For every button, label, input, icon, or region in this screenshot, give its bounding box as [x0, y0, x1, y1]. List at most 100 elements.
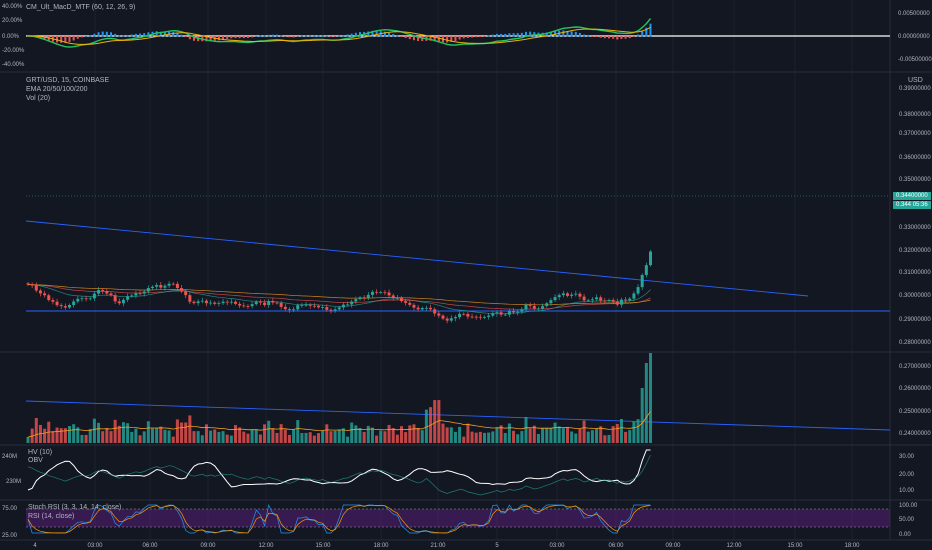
candle[interactable]	[582, 296, 586, 301]
candle[interactable]	[404, 301, 408, 303]
candle[interactable]	[391, 295, 395, 298]
volume-bar[interactable]	[375, 435, 379, 443]
candle[interactable]	[495, 312, 499, 314]
candle[interactable]	[574, 293, 578, 295]
volume-bar[interactable]	[34, 418, 38, 443]
candle[interactable]	[516, 311, 520, 313]
volume-bar[interactable]	[308, 432, 312, 443]
volume-bar[interactable]	[105, 428, 109, 443]
candle[interactable]	[420, 308, 424, 310]
volume-bar[interactable]	[424, 409, 428, 443]
candle[interactable]	[387, 292, 391, 296]
candle[interactable]	[213, 302, 217, 304]
volume-bar[interactable]	[499, 425, 503, 443]
candle[interactable]	[105, 291, 109, 294]
candle[interactable]	[250, 304, 254, 307]
volume-bar[interactable]	[624, 431, 628, 443]
candle[interactable]	[341, 304, 345, 308]
volume-bar[interactable]	[644, 363, 648, 443]
candle[interactable]	[470, 316, 474, 318]
candle[interactable]	[146, 288, 150, 292]
candle[interactable]	[644, 265, 648, 275]
candle[interactable]	[549, 300, 553, 304]
candle[interactable]	[366, 294, 370, 299]
volume-bar[interactable]	[582, 420, 586, 444]
candle[interactable]	[155, 285, 159, 287]
volume-bar[interactable]	[204, 424, 208, 443]
volume-bar[interactable]	[536, 434, 540, 443]
volume-bar[interactable]	[346, 436, 350, 443]
volume-bar[interactable]	[341, 428, 345, 443]
volume-bar[interactable]	[433, 400, 437, 443]
candle[interactable]	[333, 309, 337, 311]
candle[interactable]	[441, 315, 445, 319]
volume-bar[interactable]	[146, 421, 150, 443]
candle[interactable]	[34, 285, 38, 291]
candle[interactable]	[553, 297, 557, 301]
volume-bar[interactable]	[242, 431, 246, 443]
volume-bar[interactable]	[258, 434, 262, 443]
candle[interactable]	[72, 301, 76, 306]
volume-bar[interactable]	[325, 424, 329, 443]
ema-label[interactable]: EMA 20/50/100/200	[26, 86, 88, 93]
candle[interactable]	[499, 312, 503, 315]
volume-bar[interactable]	[271, 428, 275, 443]
candle[interactable]	[536, 308, 540, 310]
rsi-label[interactable]: RSI (14, close)	[28, 513, 75, 520]
candle[interactable]	[628, 298, 632, 301]
candle[interactable]	[607, 300, 611, 301]
candle[interactable]	[437, 313, 441, 316]
volume-bar[interactable]	[142, 431, 146, 443]
volume-bar[interactable]	[279, 424, 283, 443]
candle[interactable]	[636, 287, 640, 294]
volume-bar[interactable]	[611, 426, 615, 443]
candle[interactable]	[113, 295, 117, 302]
volume-bar[interactable]	[619, 419, 623, 443]
volume-bar[interactable]	[578, 428, 582, 443]
candle[interactable]	[68, 305, 71, 308]
candle[interactable]	[350, 301, 354, 305]
volume-bar[interactable]	[72, 424, 76, 443]
candle[interactable]	[221, 301, 225, 304]
volume-bar[interactable]	[379, 430, 383, 443]
volume-bar[interactable]	[292, 429, 296, 443]
candle[interactable]	[159, 285, 163, 288]
candle[interactable]	[126, 296, 130, 300]
candle[interactable]	[26, 283, 30, 285]
volume-bar[interactable]	[383, 431, 387, 443]
candle[interactable]	[329, 309, 333, 311]
candle[interactable]	[55, 301, 59, 306]
candle[interactable]	[354, 299, 358, 302]
volume-bar[interactable]	[221, 431, 225, 443]
volume-bar[interactable]	[234, 425, 237, 443]
candle[interactable]	[30, 284, 34, 286]
candle[interactable]	[88, 298, 92, 300]
candle[interactable]	[528, 304, 532, 306]
volume-bar[interactable]	[507, 423, 511, 444]
volume-bar[interactable]	[43, 428, 47, 443]
candle[interactable]	[520, 309, 524, 312]
volume-bar[interactable]	[615, 423, 619, 443]
volume-bar[interactable]	[238, 427, 242, 443]
volume-bar[interactable]	[453, 431, 457, 443]
volume-bar[interactable]	[312, 435, 316, 443]
candle[interactable]	[429, 307, 433, 310]
volume-bar[interactable]	[474, 432, 478, 443]
candle[interactable]	[487, 315, 491, 317]
candle[interactable]	[433, 309, 437, 314]
candle[interactable]	[449, 318, 453, 321]
volume-bar[interactable]	[246, 433, 250, 443]
candle[interactable]	[566, 293, 569, 296]
volume-bar[interactable]	[88, 428, 92, 443]
candle[interactable]	[599, 297, 603, 301]
volume-bar[interactable]	[84, 434, 88, 443]
volume-bar[interactable]	[134, 428, 138, 443]
candle[interactable]	[130, 295, 134, 297]
volume-bar[interactable]	[520, 431, 524, 443]
macd-pane[interactable]	[26, 18, 890, 48]
volume-bar[interactable]	[80, 434, 84, 443]
volume-bar[interactable]	[317, 433, 320, 443]
volume-bar[interactable]	[566, 427, 569, 443]
volume-bar[interactable]	[607, 434, 611, 443]
volume-bar[interactable]	[470, 431, 474, 443]
